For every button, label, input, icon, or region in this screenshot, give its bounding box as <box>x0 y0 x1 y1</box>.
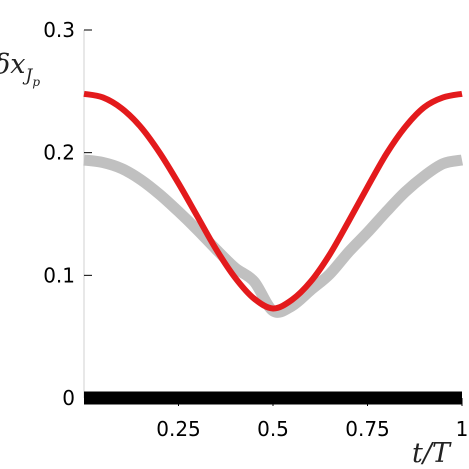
x-axis-label: t/T <box>412 438 452 469</box>
y-tick-label: 0.2 <box>43 141 75 165</box>
x-tick-label: 0.25 <box>156 417 201 441</box>
y-tick-label: 0 <box>62 386 75 410</box>
x-tick-label: 1 <box>456 417 469 441</box>
ticks: 0.25 0.5 0.75 1 0 0.1 0.2 0.3 <box>43 18 468 441</box>
x-tick-label: 0.75 <box>345 417 390 441</box>
y-axis-label: δxJp <box>0 49 40 89</box>
y-axis-label-sub: J <box>22 66 33 86</box>
y-axis-label-main: δx <box>0 49 25 80</box>
series-layer <box>83 90 464 405</box>
y-tick-label: 0.1 <box>43 263 75 287</box>
y-tick-label: 0.3 <box>43 18 75 42</box>
series-line-1 <box>83 154 464 318</box>
series-line-2 <box>83 90 463 312</box>
y-axis-label-subsub: p <box>32 75 40 89</box>
x-tick-label: 0.5 <box>257 417 289 441</box>
